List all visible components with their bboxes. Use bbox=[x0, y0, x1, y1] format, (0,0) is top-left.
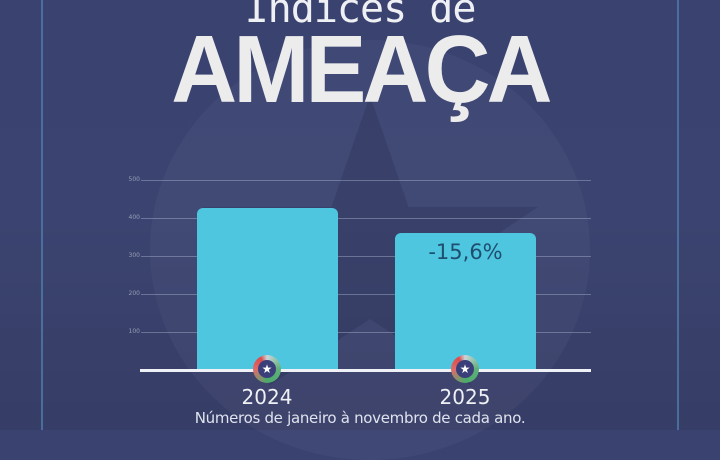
gridline-200 bbox=[141, 294, 591, 295]
star-badge-icon: ★ bbox=[451, 355, 479, 383]
gridline-100 bbox=[141, 332, 591, 333]
bar-2025 bbox=[395, 233, 536, 370]
gridline-500 bbox=[141, 180, 591, 181]
frame-line-right bbox=[677, 0, 679, 430]
star-badge-icon: ★ bbox=[253, 355, 281, 383]
y-tick-label: 300 bbox=[128, 252, 140, 259]
gridline-300 bbox=[141, 256, 591, 257]
y-tick-label: 500 bbox=[128, 176, 140, 183]
x-label-2025: 2025 bbox=[439, 385, 491, 409]
x-axis-baseline bbox=[140, 369, 591, 372]
gridline-400 bbox=[141, 218, 591, 219]
y-tick-label: 200 bbox=[128, 290, 140, 297]
subtitle: Índices de bbox=[244, 0, 477, 32]
frame-line-left bbox=[41, 0, 43, 430]
x-label-2024: 2024 bbox=[241, 385, 293, 409]
change-percent-label: -15,6% bbox=[428, 240, 503, 264]
y-tick-label: 100 bbox=[128, 328, 140, 335]
footnote: Números de janeiro à novembro de cada an… bbox=[194, 409, 526, 427]
bar-2024 bbox=[197, 208, 338, 370]
page-title: AMEAÇA bbox=[171, 16, 552, 123]
y-tick-label: 400 bbox=[128, 214, 140, 221]
